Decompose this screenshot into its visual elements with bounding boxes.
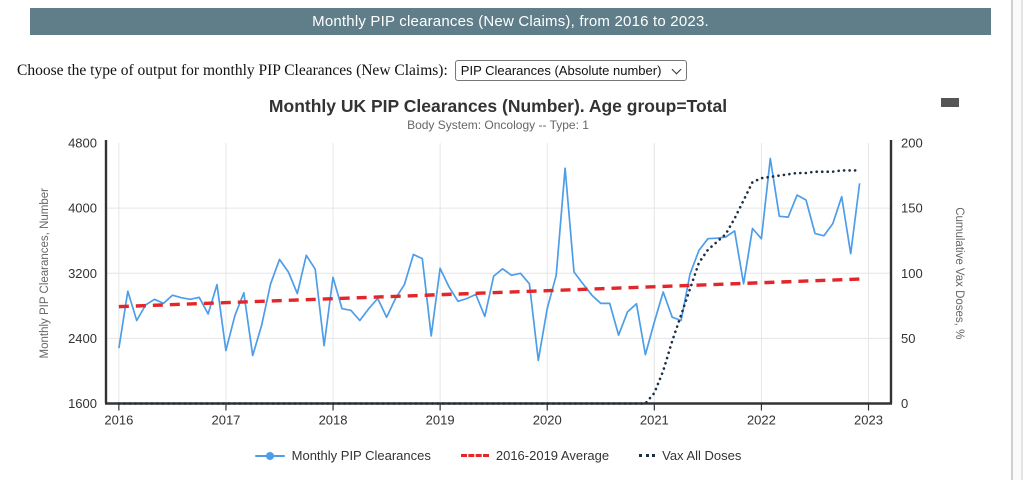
- legend-label: Vax All Doses: [662, 448, 742, 463]
- page-right-outer-border: [1021, 0, 1023, 480]
- series-monthly-pip-clearances[interactable]: [118, 157, 861, 362]
- legend-label: 2016-2019 Average: [495, 448, 610, 463]
- y-right-tick-label: 0: [901, 396, 908, 411]
- y-left-tick-label: 4000: [68, 201, 97, 216]
- y-right-tick-label: 200: [901, 136, 923, 151]
- chart-title: Monthly UK PIP Clearances (Number). Age …: [268, 96, 728, 116]
- red-dash-marker-icon: [460, 454, 489, 457]
- x-tick-label: 2018: [319, 413, 348, 428]
- output-type-label: Choose the type of output for monthly PI…: [17, 61, 448, 79]
- y-right-axis-title: Cumulative Vax Doses, %: [953, 207, 965, 339]
- output-type-select-wrap: PIP Clearances (Absolute number): [454, 60, 687, 81]
- chart-legend: Monthly PIP Clearances 2016-2019 Average…: [0, 448, 996, 463]
- series-2016-2019-average[interactable]: [118, 277, 864, 309]
- y-right-tick-label: 100: [901, 266, 923, 281]
- y-right-tick-label: 50: [901, 331, 915, 346]
- y-left-tick-label: 3200: [68, 266, 97, 281]
- black-dots-marker-icon: [639, 454, 656, 457]
- legend-item-monthly-pip-clearances[interactable]: Monthly PIP Clearances: [254, 448, 431, 463]
- x-tick-label: 2023: [854, 413, 883, 428]
- legend-item-2016-2019-average[interactable]: 2016-2019 Average: [460, 448, 610, 463]
- y-right-tick-label: 150: [901, 201, 923, 216]
- y-left-axis-title: Monthly PIP Clearances, Number: [39, 188, 51, 359]
- chart-subtitle: Body System: Oncology -- Type: 1: [407, 118, 589, 132]
- chart-menu-button[interactable]: [938, 92, 962, 112]
- output-type-control: Choose the type of output for monthly PI…: [17, 60, 997, 81]
- x-tick-label: 2019: [426, 413, 455, 428]
- x-tick-label: 2017: [211, 413, 240, 428]
- output-type-select[interactable]: PIP Clearances (Absolute number): [454, 60, 687, 81]
- x-tick-label: 2016: [104, 413, 133, 428]
- x-tick-label: 2020: [533, 413, 562, 428]
- x-tick-label: 2022: [747, 413, 776, 428]
- legend-label: Monthly PIP Clearances: [291, 448, 431, 463]
- y-left-tick-label: 2400: [68, 331, 97, 346]
- y-left-tick-label: 1600: [68, 396, 97, 411]
- y-left-tick-label: 4800: [68, 136, 97, 151]
- series-vax-all-doses[interactable]: [117, 169, 861, 405]
- page-right-strip: [1013, 0, 1023, 480]
- chart-plot[interactable]: 2016 2017 2018 2019 2020 2021 2022 2023 1600 2400…: [0, 88, 1023, 480]
- x-tick-label: 2021: [640, 413, 669, 428]
- header-bar: Monthly PIP clearances (New Claims), fro…: [30, 8, 991, 35]
- blue-line-marker-icon: [254, 450, 285, 462]
- legend-item-vax-all-doses[interactable]: Vax All Doses: [639, 448, 741, 463]
- header-title: Monthly PIP clearances (New Claims), fro…: [312, 13, 709, 30]
- hamburger-icon: [938, 97, 962, 107]
- page-right-border: [1011, 0, 1013, 480]
